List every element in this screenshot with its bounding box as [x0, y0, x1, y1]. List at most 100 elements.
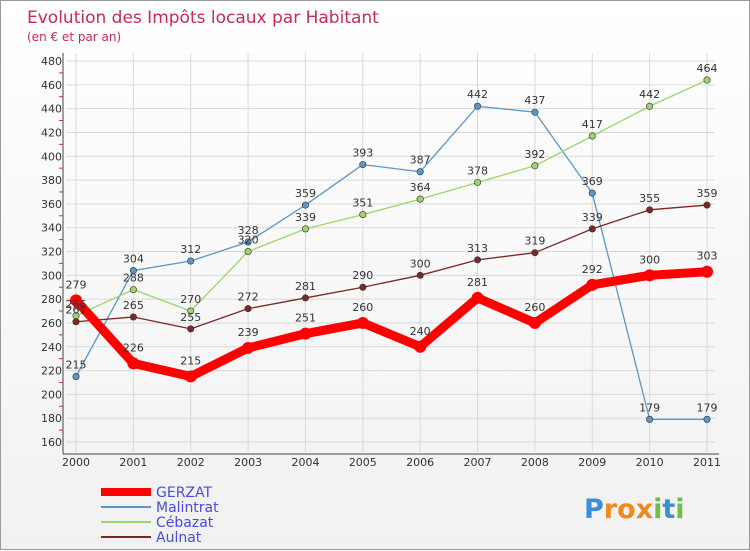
x-tick-label: 2000: [62, 456, 90, 469]
data-point-aulnat: [531, 249, 539, 257]
x-tick-label: 2002: [177, 456, 205, 469]
data-point-c-bazat: [474, 178, 482, 186]
data-point-aulnat: [72, 318, 80, 326]
data-label-c-bazat: 378: [467, 164, 488, 177]
data-label-malintrat: 387: [410, 154, 431, 167]
data-point-aulnat: [187, 325, 195, 333]
data-point-aulnat: [646, 206, 654, 214]
data-point-malintrat: [474, 102, 482, 110]
data-point-c-bazat: [129, 286, 137, 294]
data-point-malintrat: [416, 168, 424, 176]
data-point-malintrat: [187, 257, 195, 265]
data-label-aulnat: 272: [238, 291, 259, 304]
data-label-c-bazat: 288: [123, 272, 144, 285]
data-point-c-bazat: [646, 102, 654, 110]
data-label-aulnat: 255: [180, 311, 201, 324]
y-tick-label: 320: [41, 246, 62, 259]
data-label-malintrat: 304: [123, 253, 144, 266]
data-point-gerzat: [299, 327, 312, 340]
y-tick-label: 460: [41, 79, 62, 92]
y-tick-label: 220: [41, 365, 62, 378]
series-line-aulnat: [75, 204, 708, 330]
data-point-malintrat: [531, 108, 539, 116]
data-label-malintrat: 312: [180, 243, 201, 256]
data-label-aulnat: 313: [467, 242, 488, 255]
x-tick-label: 2004: [291, 456, 319, 469]
logo-letter: i: [653, 494, 662, 525]
y-tick-label: 380: [41, 174, 62, 187]
data-label-malintrat: 442: [467, 88, 488, 101]
data-label-gerzat: 303: [697, 250, 718, 263]
tick-labels: 160 180 200 220 240 260 280 300 320 340 360 380 400 4…: [41, 55, 721, 469]
data-point-gerzat: [528, 316, 541, 329]
y-tick-label: 440: [41, 103, 62, 116]
axes: [59, 53, 719, 455]
logo-letter: P: [584, 494, 604, 525]
data-point-aulnat: [474, 256, 482, 264]
y-tick-label: 360: [41, 198, 62, 211]
data-label-malintrat: 179: [639, 401, 660, 414]
data-label-gerzat: 226: [123, 341, 144, 354]
data-point-malintrat: [588, 189, 596, 197]
data-point-c-bazat: [703, 76, 711, 84]
logo-letter: x: [636, 494, 653, 525]
legend-label-c-bazat: Cébazat: [156, 515, 214, 531]
data-label-aulnat: 290: [352, 269, 373, 282]
data-label-malintrat: 215: [66, 359, 87, 372]
data-point-malintrat: [72, 373, 80, 381]
data-label-malintrat: 437: [524, 94, 545, 107]
data-label-c-bazat: 351: [352, 197, 373, 210]
y-tick-label: 160: [41, 436, 62, 449]
data-label-aulnat: 281: [295, 280, 316, 293]
data-point-aulnat: [129, 313, 137, 321]
logo-letter: r: [604, 494, 618, 525]
data-point-gerzat: [184, 370, 197, 383]
data-point-c-bazat: [244, 248, 252, 256]
data-label-gerzat: 279: [66, 278, 87, 291]
data-label-aulnat: 359: [697, 187, 718, 200]
data-label-malintrat: 393: [352, 147, 373, 160]
data-point-gerzat: [127, 357, 140, 370]
data-point-c-bazat: [416, 195, 424, 203]
series-group: [70, 76, 713, 423]
data-point-malintrat: [129, 267, 137, 275]
data-label-c-bazat: 266: [66, 298, 87, 311]
data-point-c-bazat: [187, 307, 195, 315]
x-tick-label: 2009: [578, 456, 606, 469]
logo-letter: o: [617, 494, 636, 525]
y-tick-label: 420: [41, 126, 62, 139]
data-point-aulnat: [416, 271, 424, 279]
x-tick-label: 2006: [406, 456, 434, 469]
data-label-c-bazat: 442: [639, 88, 660, 101]
data-label-gerzat: 260: [524, 301, 545, 314]
data-point-malintrat: [244, 238, 252, 246]
data-point-gerzat: [586, 278, 599, 291]
data-point-malintrat: [703, 415, 711, 423]
data-label-c-bazat: 320: [238, 234, 259, 247]
data-label-aulnat: 261: [66, 304, 87, 317]
data-label-gerzat: 260: [352, 301, 373, 314]
data-point-malintrat: [301, 201, 309, 209]
x-tick-label: 2010: [636, 456, 664, 469]
data-point-gerzat: [414, 340, 427, 353]
data-label-c-bazat: 339: [295, 211, 316, 224]
chart-title: Evolution des Impôts locaux par Habitant: [27, 8, 379, 28]
data-point-gerzat: [701, 265, 713, 278]
proxiti-logo: Proxiti: [584, 494, 685, 525]
data-point-gerzat: [643, 269, 656, 282]
data-point-gerzat: [70, 294, 82, 307]
series-line-malintrat: [75, 105, 708, 421]
data-point-aulnat: [244, 305, 252, 313]
data-point-c-bazat: [359, 211, 367, 219]
data-label-malintrat: 359: [295, 187, 316, 200]
logo-letter: i: [675, 494, 684, 525]
x-tick-label: 2007: [464, 456, 492, 469]
y-tick-label: 340: [41, 222, 62, 235]
legend-label-gerzat: GERZAT: [156, 485, 213, 501]
series-line-gerzat: [71, 267, 712, 382]
data-point-aulnat: [588, 225, 596, 233]
data-label-aulnat: 319: [524, 235, 545, 248]
